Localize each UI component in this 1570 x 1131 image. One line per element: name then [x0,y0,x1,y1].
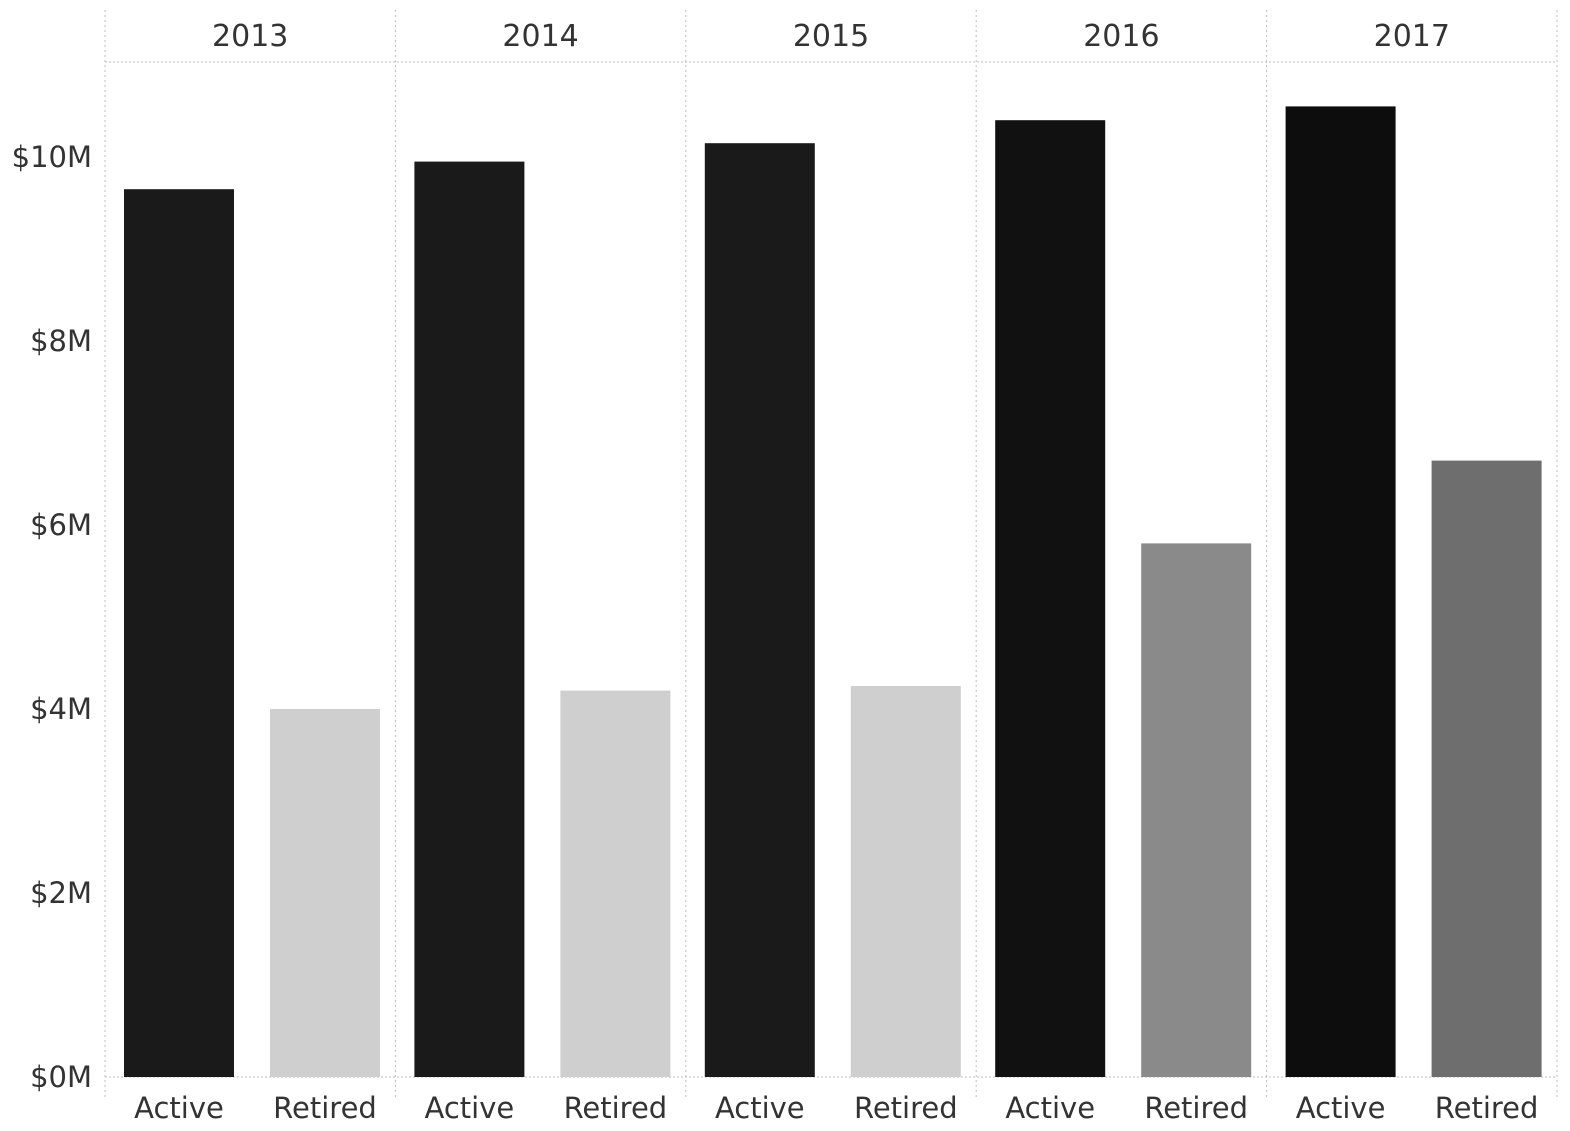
year-header-label: 2017 [1374,19,1450,54]
bar-2014-retired [560,690,671,1077]
year-header-label: 2013 [212,19,288,54]
bar-2013-active [124,189,234,1077]
y-tick-label: $6M [30,508,92,542]
category-label: Retired [854,1091,958,1125]
y-tick-label: $10M [12,140,92,174]
bar-2013-retired [270,709,380,1077]
category-label: Retired [1144,1091,1248,1125]
bar-2017-active [1285,106,1396,1077]
year-header-label: 2014 [502,19,578,54]
category-label: Retired [564,1091,668,1125]
bar-2014-active [414,161,525,1078]
bar-2015-active [704,143,815,1077]
category-label: Active [1005,1091,1095,1125]
category-label: Active [1296,1091,1386,1125]
y-tick-label: $4M [30,692,92,726]
category-label: Active [715,1091,805,1125]
category-label: Retired [273,1091,377,1125]
category-label: Active [134,1091,224,1125]
y-tick-label: $0M [30,1060,92,1094]
category-label: Active [425,1091,515,1125]
y-tick-label: $2M [30,876,92,910]
category-label: Retired [1435,1091,1539,1125]
y-tick-label: $8M [30,324,92,358]
bar-2015-retired [850,686,961,1077]
bar-2017-retired [1431,460,1542,1078]
year-header-label: 2016 [1083,19,1159,54]
bar-2016-active [995,120,1106,1077]
bar-2016-retired [1141,543,1252,1077]
year-header-label: 2015 [793,19,869,54]
